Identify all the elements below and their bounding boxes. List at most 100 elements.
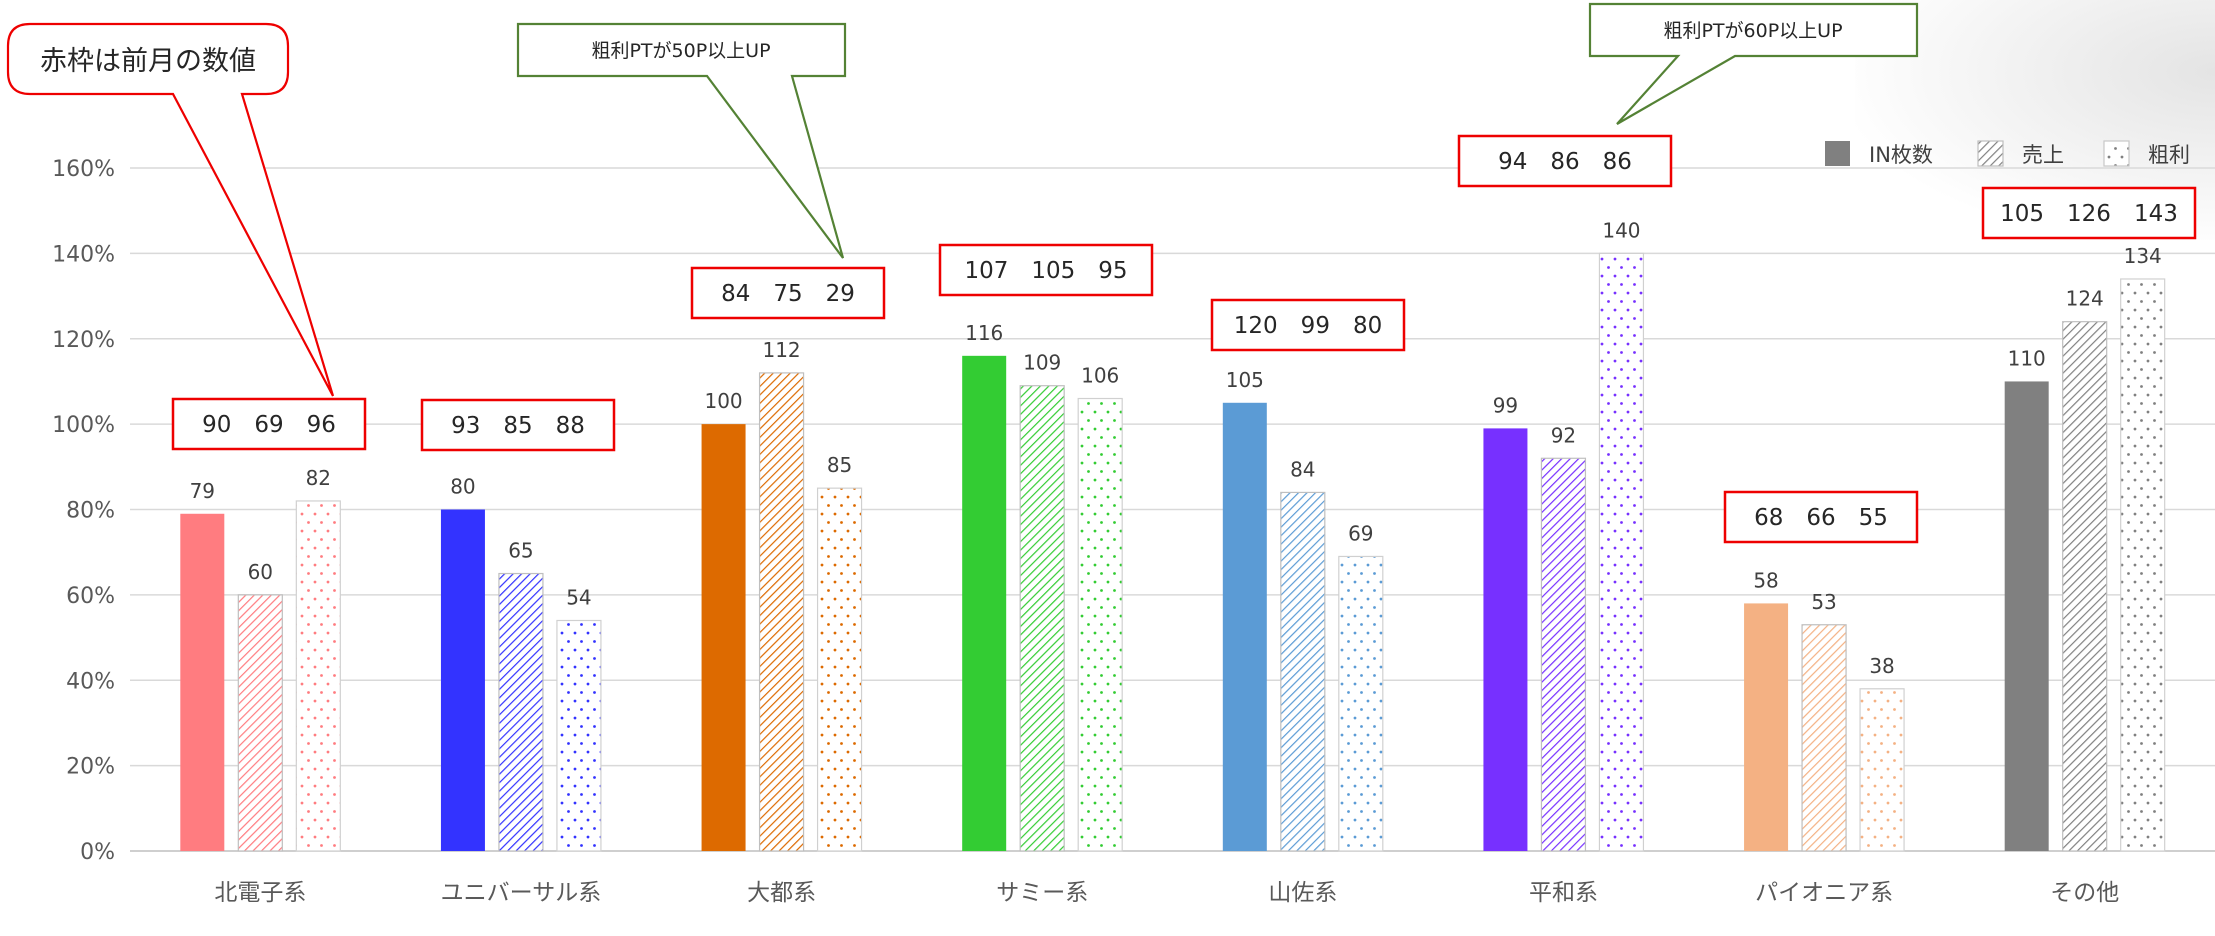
bar-hatch <box>2062 321 2108 852</box>
bars: 79 60 82 北電子系 80 65 54 ユニバーサル系 100 112 85 大都系 116 109… <box>180 218 2166 906</box>
data-label: 109 <box>1023 351 1061 375</box>
x-tick-label: 山佐系 <box>1268 880 1337 906</box>
previous-month-box: 90 69 96 <box>171 397 367 451</box>
callout-text: 粗利PTが60P以上UP <box>1663 20 1842 42</box>
data-label: 82 <box>306 466 331 490</box>
previous-month-box: 93 85 88 <box>420 398 616 452</box>
previous-month-boxes: 90 69 96 93 85 88 84 75 29 107 105 95 120 99… <box>171 134 2197 544</box>
y-tick-label: 140% <box>52 242 115 267</box>
previous-month-box: 120 99 80 <box>1210 298 1406 352</box>
data-label: 92 <box>1551 423 1576 447</box>
x-tick-label: 北電子系 <box>214 880 306 906</box>
data-label: 100 <box>704 389 742 413</box>
data-label: 99 <box>1493 393 1518 417</box>
bar-solid <box>2004 381 2049 851</box>
note-text: 赤枠は前月の数値 <box>40 46 256 77</box>
legend-swatch-solid <box>1825 141 1850 166</box>
data-label: 69 <box>1348 521 1373 545</box>
red-frame <box>171 397 367 451</box>
red-frame <box>1723 490 1919 544</box>
bar-solid <box>1744 603 1789 851</box>
callout-daito: 粗利PTが50P以上UP <box>516 22 847 259</box>
note-callout: 赤枠は前月の数値 <box>6 22 335 397</box>
data-label: 53 <box>1811 590 1836 614</box>
red-frame <box>1210 298 1406 352</box>
x-tick-label: サミー系 <box>996 880 1088 906</box>
data-label: 84 <box>1290 457 1315 481</box>
previous-month-values: 120 99 80 <box>1234 313 1382 339</box>
data-label: 116 <box>965 321 1003 345</box>
bar-dots <box>1077 397 1123 852</box>
bar-dots <box>1859 688 1905 852</box>
previous-month-box: 107 105 95 <box>938 243 1154 297</box>
y-tick-label: 20% <box>66 755 115 780</box>
y-tick-label: 60% <box>66 584 115 609</box>
x-tick-label: パイオニア系 <box>1755 880 1893 906</box>
callout-frame <box>516 22 847 259</box>
data-label: 58 <box>1753 568 1778 592</box>
y-tick-label: 100% <box>52 413 115 438</box>
bar-solid <box>701 424 746 851</box>
bar-hatch <box>498 572 544 852</box>
bar-solid <box>440 509 485 851</box>
bar-hatch <box>1019 385 1065 852</box>
legend-label: 売上 <box>2022 143 2064 167</box>
data-label: 85 <box>827 453 852 477</box>
y-tick-label: 80% <box>66 499 115 524</box>
callout-text: 粗利PTが50P以上UP <box>591 40 770 62</box>
y-tick-label: 120% <box>52 328 115 353</box>
data-label: 110 <box>2008 346 2046 370</box>
previous-month-box: 68 66 55 <box>1723 490 1919 544</box>
highlight-callouts: 粗利PTが50P以上UP 粗利PTが60P以上UP <box>516 2 1919 259</box>
legend-swatch-dots <box>2103 140 2130 167</box>
y-tick-label: 160% <box>52 157 115 182</box>
data-label: 106 <box>1081 364 1119 388</box>
x-tick-label: その他 <box>2050 880 2119 906</box>
previous-month-values: 107 105 95 <box>964 258 1127 284</box>
legend-label: IN枚数 <box>1869 143 1933 167</box>
previous-month-box: 105 126 143 <box>1981 186 2197 240</box>
bar-solid <box>962 355 1007 851</box>
legend: IN枚数 売上 粗利 <box>1825 140 2190 167</box>
callout-frame <box>1588 2 1919 125</box>
data-label: 54 <box>566 585 591 609</box>
note-frame <box>6 22 335 397</box>
bar-hatch <box>237 594 283 852</box>
bar-solid <box>180 513 225 851</box>
x-tick-label: 平和系 <box>1529 880 1598 906</box>
data-label: 112 <box>762 338 800 362</box>
bar-solid <box>1483 428 1528 851</box>
bar-dots <box>2120 278 2166 852</box>
data-label: 105 <box>1226 368 1264 392</box>
previous-month-box: 94 86 86 <box>1457 134 1673 188</box>
data-label: 79 <box>190 479 215 503</box>
data-label: 38 <box>1869 654 1894 678</box>
bar-solid <box>1222 402 1267 851</box>
data-label: 134 <box>2124 244 2162 268</box>
x-tick-label: 大都系 <box>747 880 816 906</box>
red-frame <box>938 243 1154 297</box>
previous-month-box: 84 75 29 <box>690 266 886 320</box>
bar-hatch <box>1540 457 1587 852</box>
data-label: 80 <box>450 475 475 499</box>
bar-dots <box>816 487 863 852</box>
previous-month-values: 94 86 86 <box>1498 149 1632 175</box>
y-tick-label: 0% <box>80 840 115 865</box>
red-frame <box>1981 186 2197 240</box>
previous-month-values: 68 66 55 <box>1754 505 1888 531</box>
bar-hatch <box>758 372 805 852</box>
bar-dots <box>1338 555 1384 852</box>
previous-month-values: 84 75 29 <box>721 281 855 307</box>
y-tick-label: 40% <box>66 669 115 694</box>
bar-dots <box>295 500 341 852</box>
legend-label: 粗利 <box>2148 143 2190 167</box>
bar-hatch <box>1801 624 1847 852</box>
x-tick-label: ユニバーサル系 <box>441 880 602 906</box>
red-frame <box>690 266 886 320</box>
legend-swatch-hatch <box>1977 140 2004 167</box>
previous-month-values: 105 126 143 <box>2000 201 2178 227</box>
bar-hatch <box>1280 491 1326 852</box>
data-label: 124 <box>2066 287 2104 311</box>
red-frame <box>420 398 616 452</box>
